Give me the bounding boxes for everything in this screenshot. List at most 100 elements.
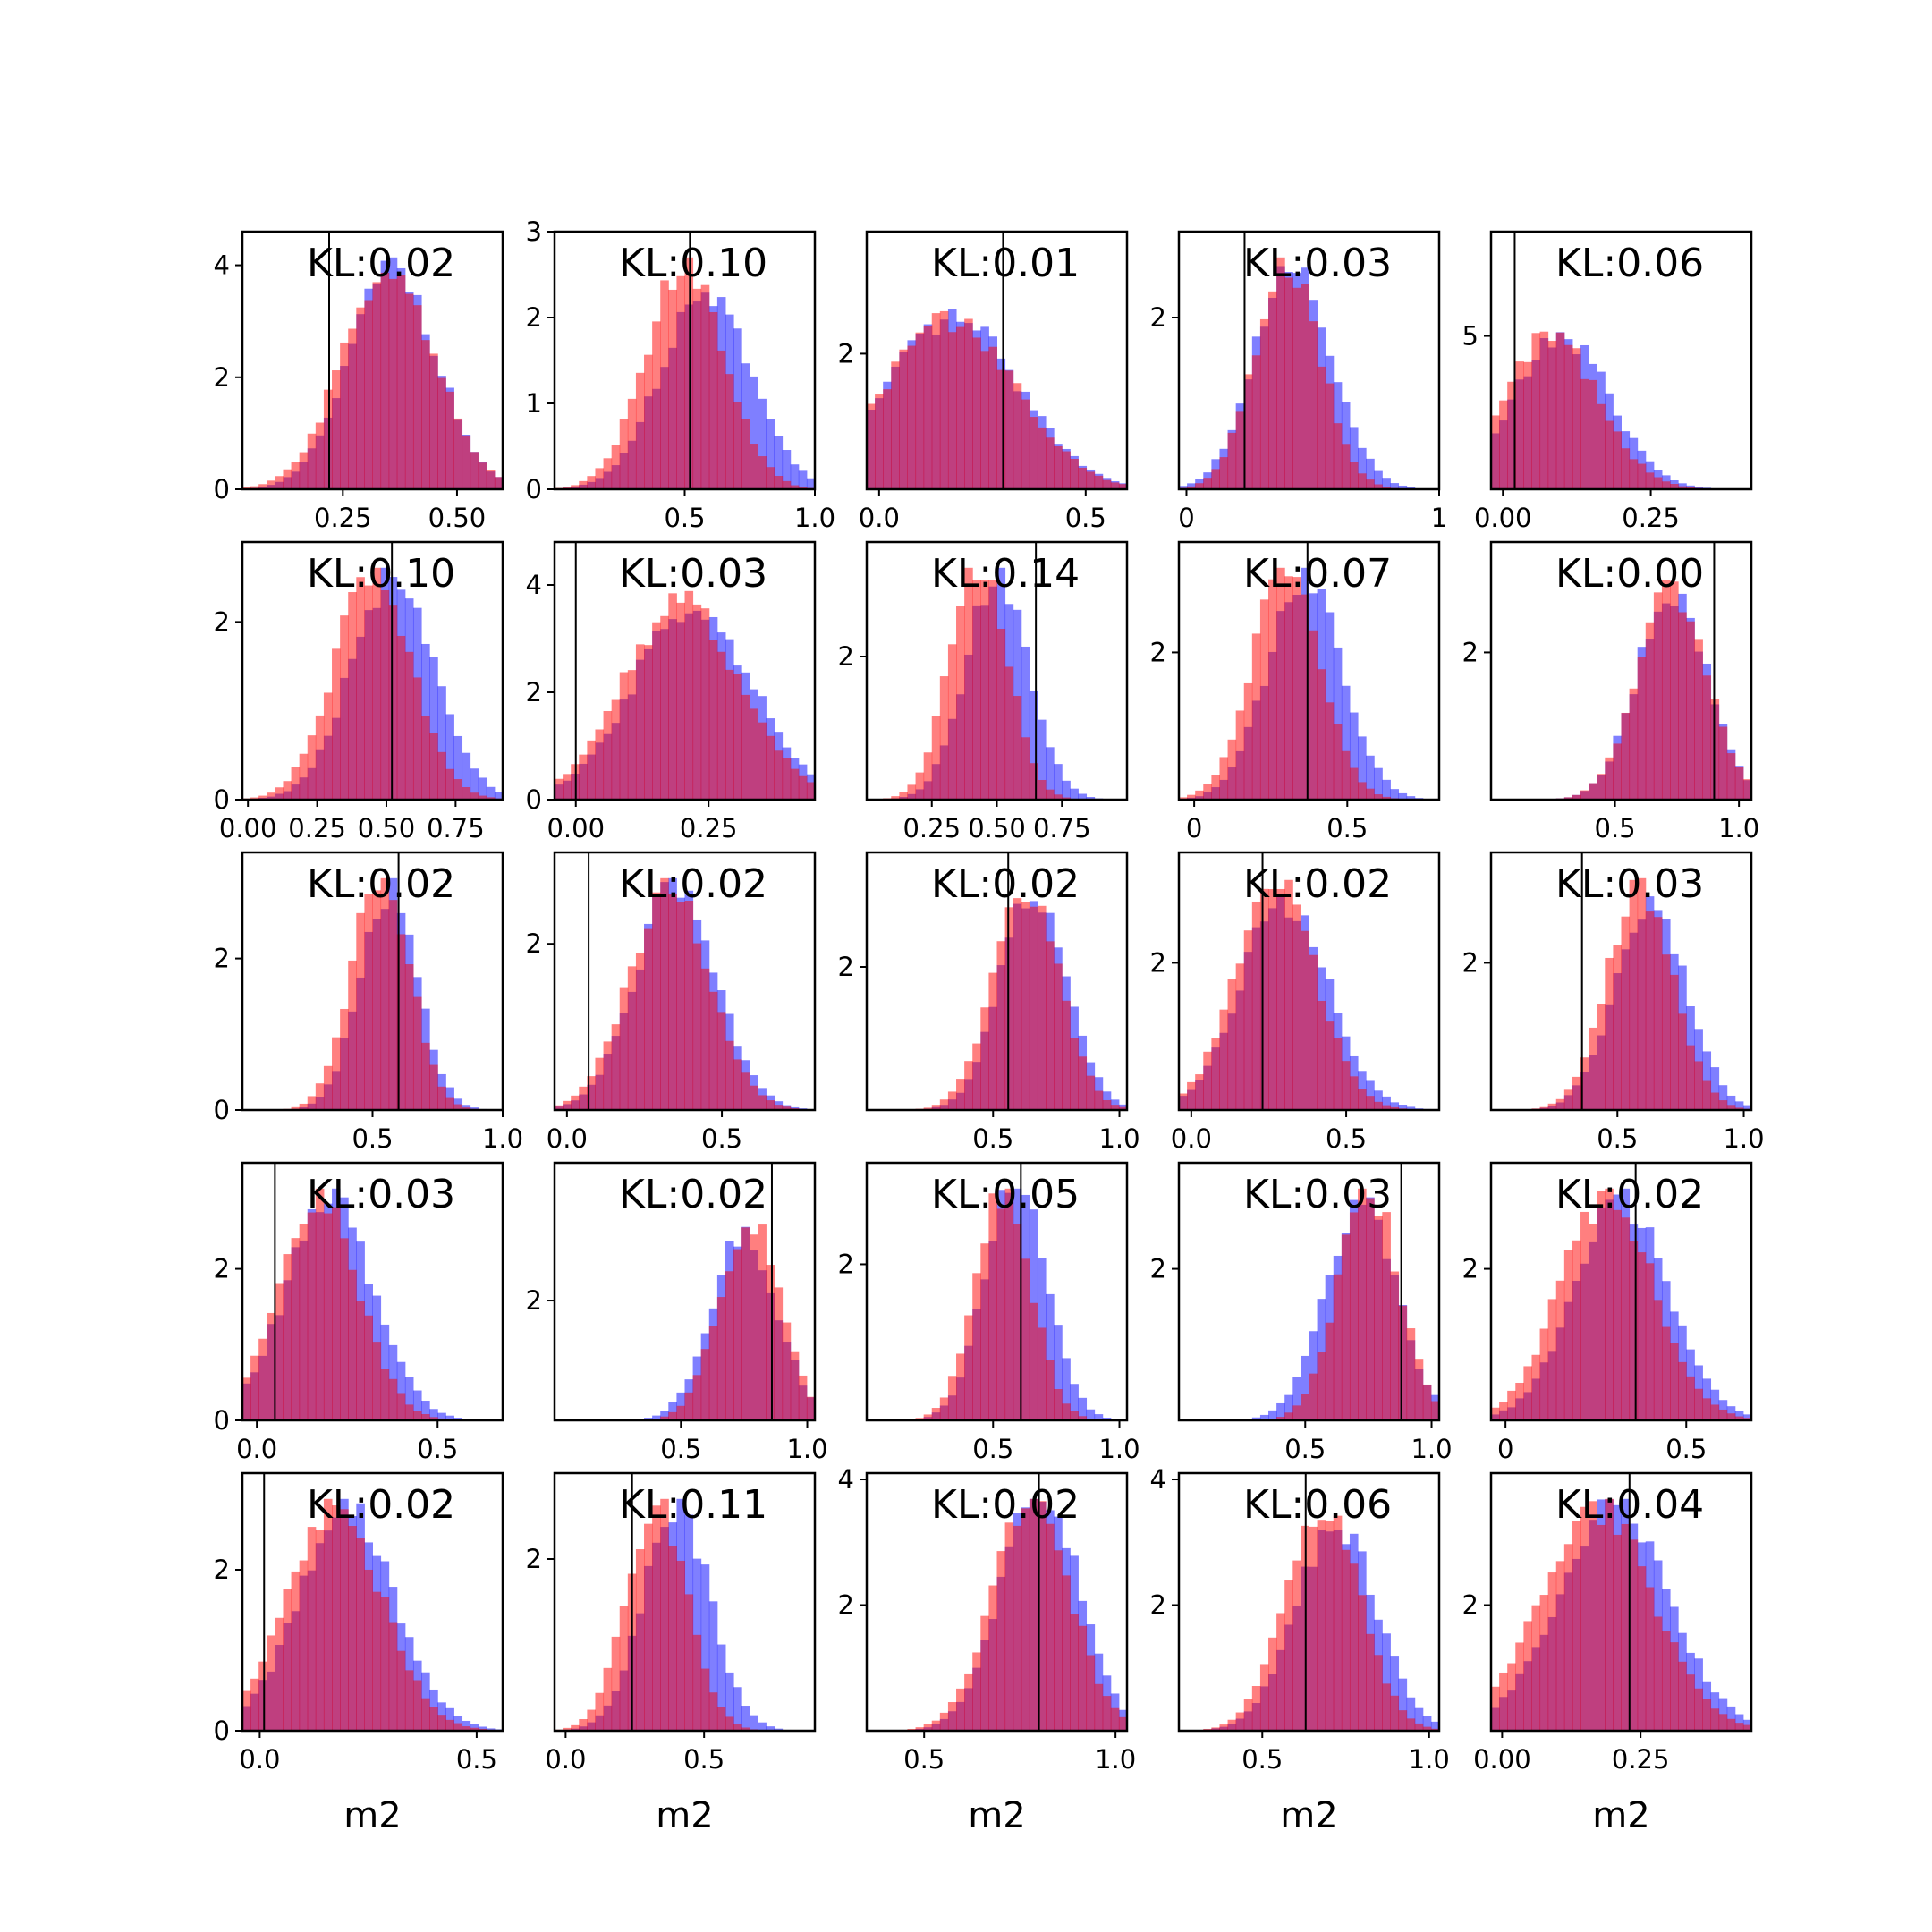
histogram-bar-red	[579, 480, 588, 489]
histogram-bar-red	[275, 476, 284, 489]
kl-annotation: KL:0.03	[307, 1172, 455, 1217]
histogram-bar-red	[931, 1720, 941, 1731]
histogram-bar-red	[1382, 1683, 1391, 1731]
histogram-bar-red	[733, 1059, 742, 1110]
histogram-bar-red	[1078, 1416, 1088, 1420]
histogram-bar-red	[1317, 1000, 1326, 1110]
histogram-bar-red	[1523, 361, 1532, 489]
histogram-bar-red	[611, 1024, 621, 1110]
histogram-bar-red	[782, 758, 792, 800]
histogram-bar-blue	[1382, 478, 1391, 489]
histogram-bar-blue	[1702, 1051, 1712, 1110]
y-tick-label: 0	[214, 474, 230, 504]
histogram-bar-red	[1325, 383, 1335, 489]
kl-annotation: KL:0.05	[931, 1172, 1080, 1217]
histogram-bar-red	[692, 604, 702, 800]
histogram-bar-blue	[1062, 780, 1071, 800]
histogram-bar-red	[1653, 917, 1663, 1110]
histogram-bar-red	[396, 635, 406, 800]
bars	[907, 898, 1127, 1110]
histogram-bar-red	[315, 1530, 325, 1731]
histogram-bar-red	[291, 1106, 301, 1110]
histogram-bar-red	[1645, 1263, 1655, 1420]
histogram-bar-red	[627, 966, 637, 1110]
histogram-bar-red	[1406, 1328, 1416, 1420]
histogram-bar-red	[1301, 284, 1309, 489]
histogram-bar-blue	[478, 777, 487, 800]
histogram-bar-red	[429, 1417, 438, 1420]
histogram-bar-red	[939, 676, 949, 800]
histogram-bar-blue	[1366, 755, 1375, 800]
histogram-bar-red	[716, 1297, 726, 1420]
bars	[555, 257, 815, 489]
bars	[1491, 1188, 1751, 1420]
histogram-bar-red	[332, 1037, 341, 1110]
histogram-bar-red	[404, 1404, 414, 1420]
histogram-bar-red	[724, 374, 734, 489]
histogram-bar-blue	[462, 1105, 471, 1110]
histogram-bar-red	[1333, 1038, 1343, 1110]
histogram-bar-red	[1179, 1093, 1188, 1110]
histogram-bar-blue	[1726, 1406, 1736, 1420]
histogram-bar-red	[1046, 1360, 1055, 1420]
histogram-bar-red	[1235, 411, 1245, 489]
histogram-bar-blue	[462, 752, 471, 800]
histogram-panel: 2 0.0 0.5 KL:0.11 m2	[526, 1471, 817, 1836]
histogram-bar-red	[790, 485, 800, 489]
bars	[242, 1498, 503, 1731]
kl-annotation: KL:0.06	[1555, 241, 1704, 286]
histogram-bar-red	[462, 435, 471, 489]
x-tick-label: 0.75	[427, 813, 485, 843]
histogram-bar-red	[1366, 479, 1375, 489]
histogram-bar-blue	[1414, 1707, 1424, 1731]
histogram-bar-red	[867, 403, 876, 489]
histogram-bar-red	[1507, 1663, 1516, 1731]
histogram-bar-red	[875, 394, 884, 489]
histogram-bar-red	[372, 890, 382, 1110]
histogram-bar-red	[1251, 901, 1261, 1110]
histogram-bar-red	[1645, 622, 1655, 800]
x-tick-label: 0.25	[314, 503, 372, 533]
histogram-bar-red	[1718, 1100, 1728, 1110]
histogram-bar-red	[275, 1283, 284, 1420]
histogram-bar-red	[1325, 1521, 1335, 1731]
histogram-bar-red	[1710, 1404, 1720, 1420]
histogram-bar-red	[741, 1227, 750, 1420]
histogram-bar-blue	[758, 398, 767, 489]
histogram-bar-blue	[445, 1415, 454, 1420]
histogram-bar-red	[1613, 743, 1622, 800]
histogram-bar-red	[1374, 1216, 1383, 1420]
histogram-bar-red	[429, 733, 438, 800]
histogram-bar-red	[396, 1393, 406, 1420]
histogram-bar-red	[1004, 1522, 1014, 1731]
histogram-bar-red	[1227, 432, 1237, 489]
kl-annotation: KL:0.02	[1243, 861, 1392, 907]
histogram-bar-red	[619, 987, 629, 1110]
bars	[627, 1224, 815, 1420]
histogram-bar-red	[931, 1105, 941, 1110]
histogram-bar-red	[1734, 1416, 1744, 1420]
histogram-bar-blue	[1742, 1105, 1751, 1110]
histogram-panel: 2 0 0.5 KL:0.02	[1462, 1161, 1753, 1464]
x-tick-label: 0.0	[859, 503, 900, 533]
histogram-bar-red	[1523, 1366, 1532, 1420]
histogram-bar-red	[947, 332, 957, 489]
histogram-bar-red	[798, 1375, 808, 1420]
x-tick-label: 0.0	[545, 1744, 586, 1775]
histogram-panel: 0 1 2 3 0.5 1.0 KL:0.10	[526, 216, 836, 533]
histogram-bar-red	[1195, 790, 1204, 800]
histogram-bar-red	[644, 1523, 653, 1731]
histogram-bar-blue	[1078, 793, 1088, 800]
histogram-bar-red	[907, 784, 917, 800]
histogram-bar-blue	[1398, 792, 1408, 800]
y-tick-label: 2	[214, 606, 230, 637]
histogram-bar-red	[1661, 1326, 1671, 1420]
axes-frame	[1177, 540, 1441, 801]
histogram-bar-red	[1211, 469, 1220, 489]
x-tick-label: 0.5	[660, 1434, 701, 1464]
histogram-bar-blue	[1390, 789, 1400, 800]
axes-frame	[865, 1161, 1129, 1422]
histogram-bar-red	[1374, 484, 1383, 489]
histogram-bar-red	[1004, 1188, 1014, 1420]
histogram-bar-red	[323, 1498, 333, 1731]
